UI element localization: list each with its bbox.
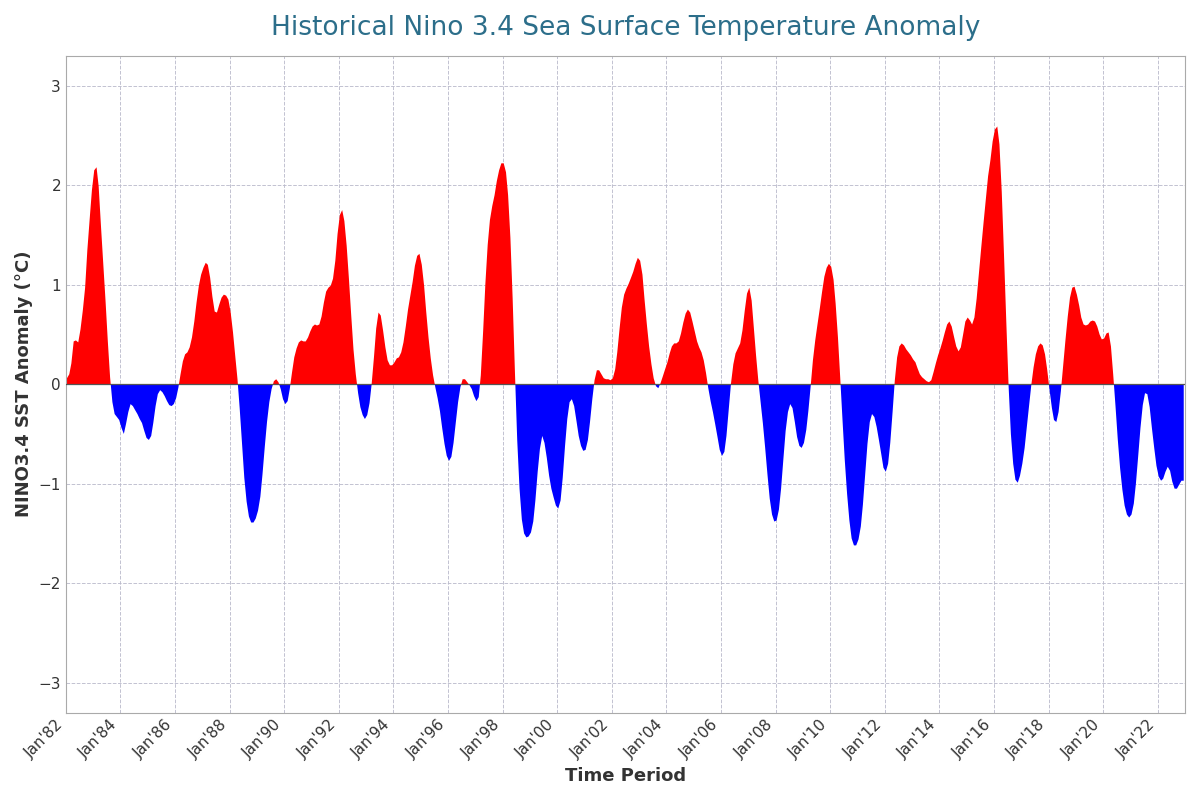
Y-axis label: NINO3.4 SST Anomaly (°C): NINO3.4 SST Anomaly (°C) <box>16 251 34 518</box>
X-axis label: Time Period: Time Period <box>565 767 686 785</box>
Title: Historical Nino 3.4 Sea Surface Temperature Anomaly: Historical Nino 3.4 Sea Surface Temperat… <box>271 15 980 41</box>
